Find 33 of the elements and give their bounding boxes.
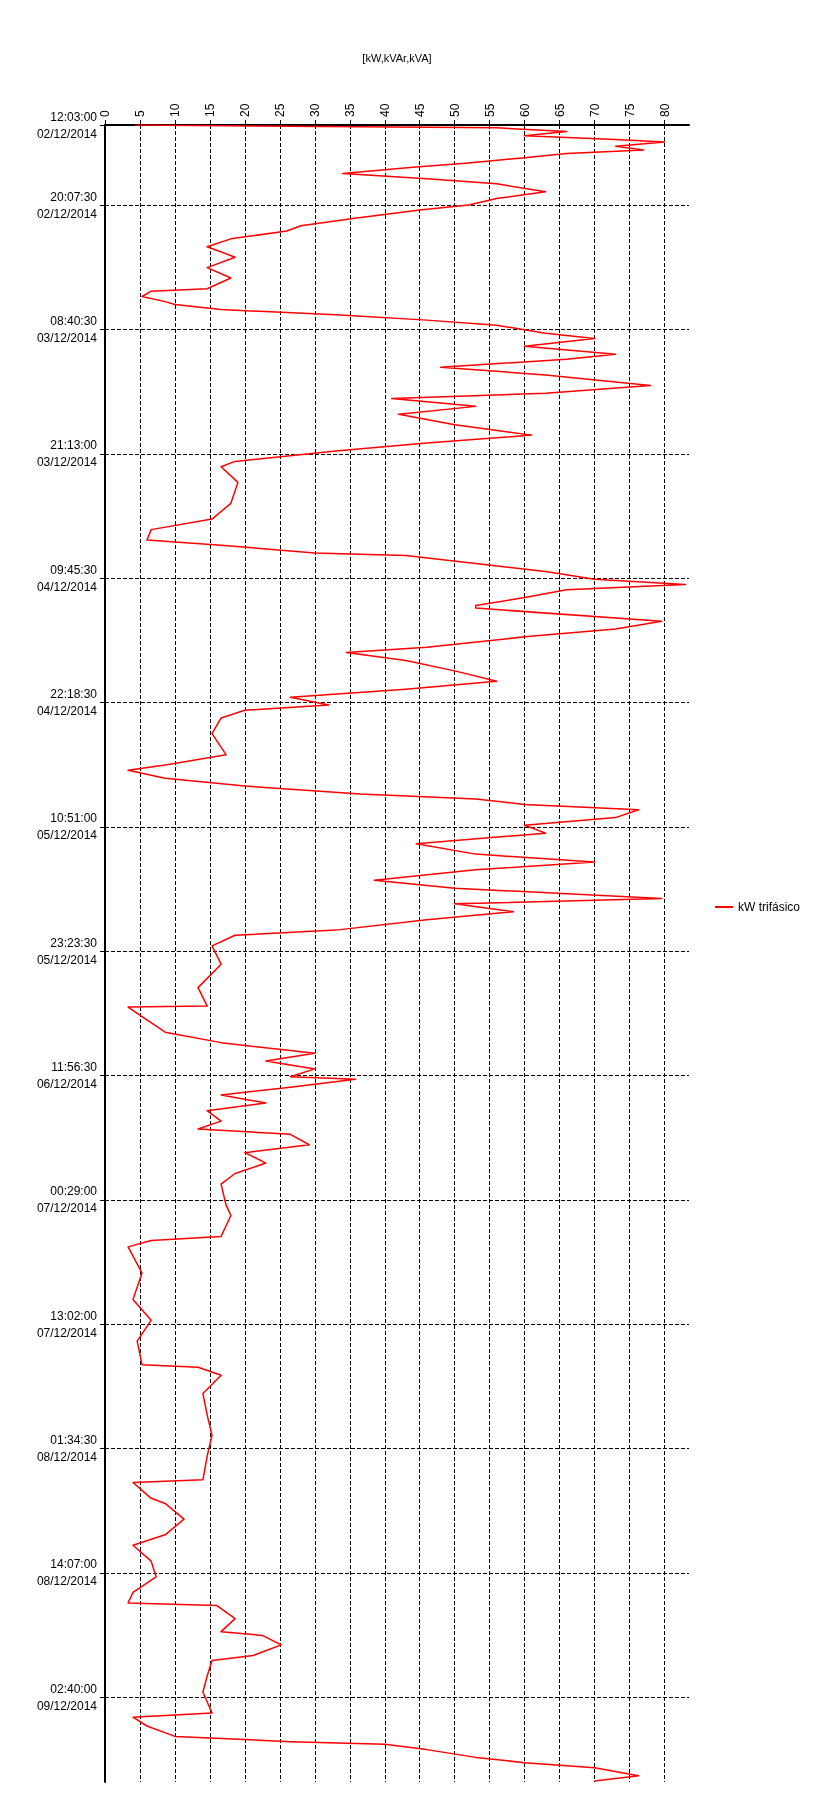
legend-label: kW trifásico	[738, 900, 801, 914]
y-tick-label: 11:56:30 06/12/2014	[36, 1060, 98, 1092]
x-tick-label: 30	[307, 103, 322, 117]
x-tick-label: 55	[482, 103, 497, 117]
x-tick-label: 10	[167, 103, 182, 117]
x-tick-label: 35	[342, 103, 357, 117]
y-tick-label: 02:40:00 09/12/2014	[36, 1681, 98, 1713]
y-tick-label: 12:03:00 02/12/2014	[36, 109, 98, 141]
y-tick-label: 08:40:30 03/12/2014	[36, 313, 98, 345]
y-tick-label: 01:34:30 08/12/2014	[36, 1433, 98, 1465]
y-tick-label: 23:23:30 05/12/2014	[36, 935, 98, 967]
x-tick-label: 40	[377, 103, 392, 117]
y-tick-label: 09:45:30 04/12/2014	[36, 562, 98, 594]
x-tick-label: 25	[272, 103, 287, 117]
y-tick-label: 10:51:00 05/12/2014	[36, 811, 98, 843]
y-tick-label: 13:02:00 07/12/2014	[36, 1308, 98, 1340]
x-tick-label: 75	[622, 103, 637, 117]
x-tick-label: 80	[657, 103, 672, 117]
x-tick-label: 70	[587, 103, 602, 117]
x-axis-title: [kW,kVAr,kVA]	[362, 51, 432, 64]
x-tick-label: 15	[202, 103, 217, 117]
x-tick-label: 45	[412, 103, 427, 117]
y-tick-label: 20:07:30 02/12/2014	[36, 189, 98, 221]
x-tick-label: 50	[447, 103, 462, 117]
y-tick-label: 21:13:00 03/12/2014	[36, 438, 98, 470]
x-tick-label: 0	[98, 110, 112, 117]
y-tick-label: 14:07:00 08/12/2014	[36, 1557, 98, 1589]
y-tick-label: 00:29:00 07/12/2014	[36, 1184, 98, 1216]
x-tick-label: 5	[132, 110, 147, 117]
y-tick-label: 22:18:30 04/12/2014	[36, 687, 98, 719]
x-tick-label: 20	[237, 103, 252, 117]
x-tick-label: 65	[552, 103, 567, 117]
x-tick-label: 60	[517, 103, 532, 117]
